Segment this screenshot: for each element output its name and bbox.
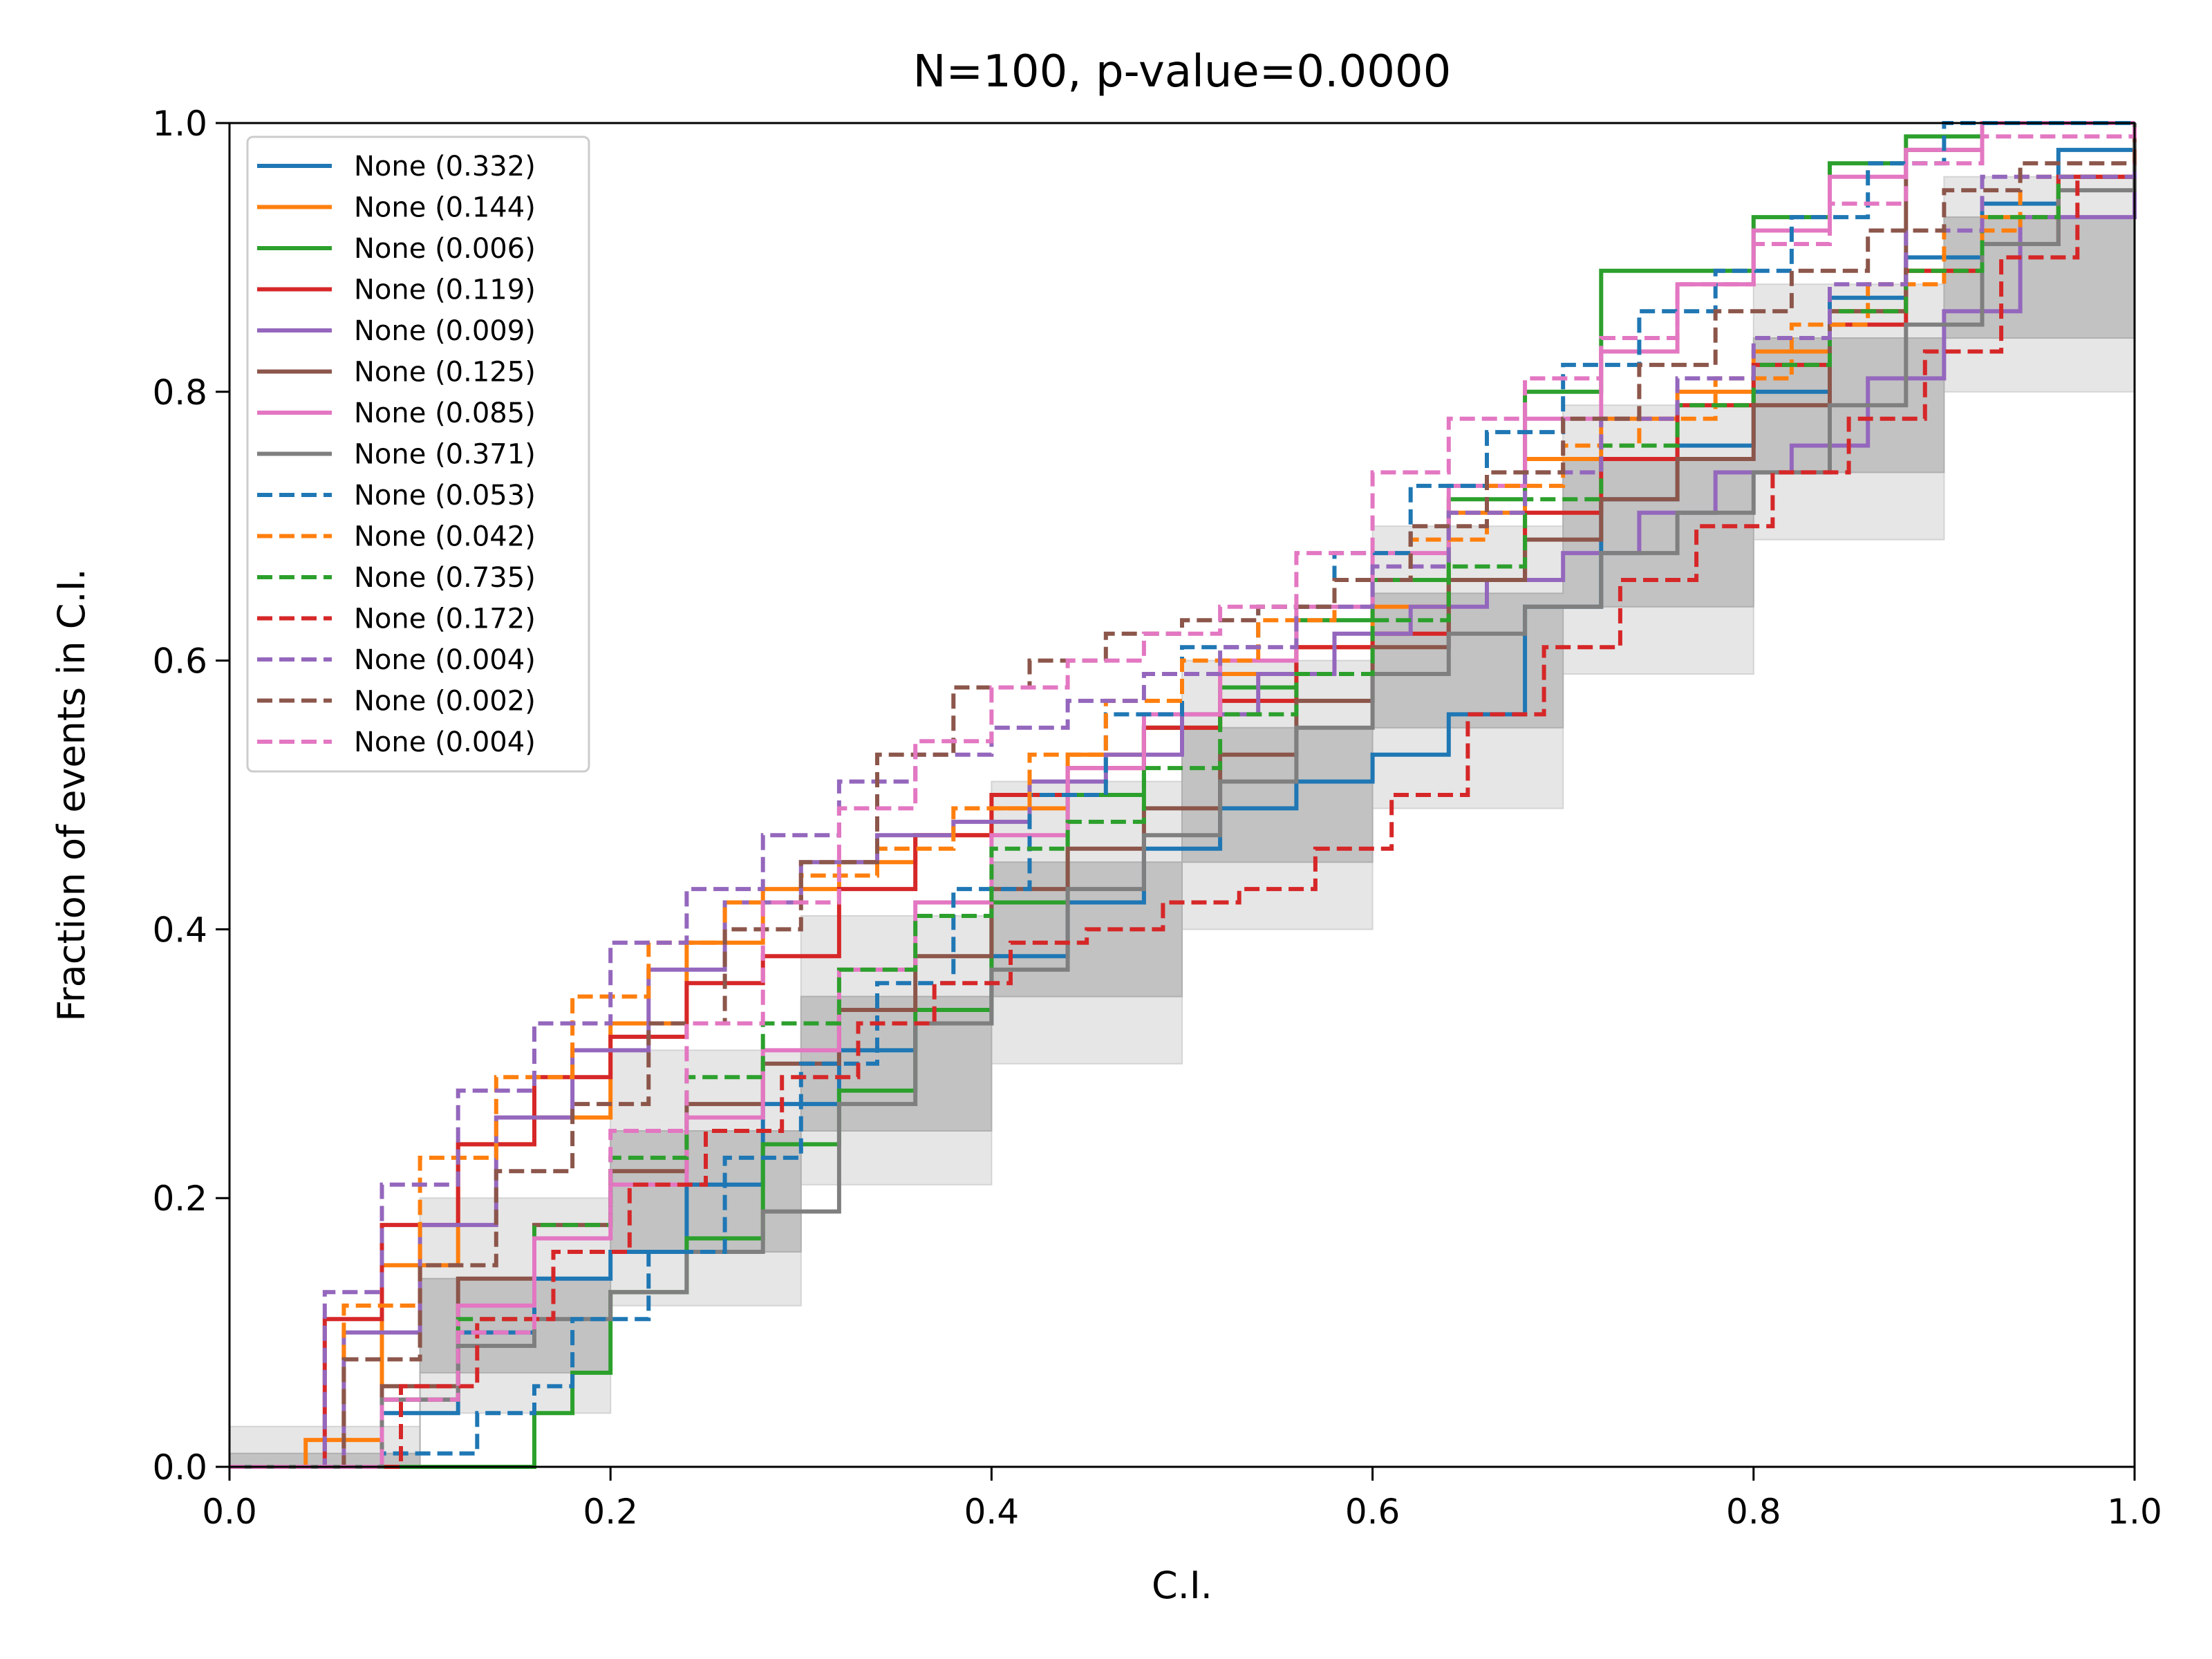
y-tick-label: 0.8	[152, 373, 207, 413]
legend-label: None (0.053)	[354, 480, 536, 512]
x-tick-label: 0.4	[964, 1492, 1020, 1532]
legend-label: None (0.004)	[354, 727, 536, 758]
x-tick-label: 0.0	[202, 1492, 257, 1532]
y-tick-label: 0.4	[152, 910, 207, 950]
legend-label: None (0.004)	[354, 644, 536, 676]
y-axis-ticks: 0.0 0.2 0.4 0.6 0.8 1.0	[152, 104, 229, 1488]
x-tick-label: 0.2	[583, 1492, 638, 1532]
legend-box	[246, 135, 590, 773]
legend-label: None (0.332)	[354, 151, 536, 182]
y-tick-label: 0.2	[152, 1179, 207, 1219]
x-tick-label: 0.8	[1726, 1492, 1781, 1532]
chart-title: N=100, p-value=0.0000	[913, 46, 1452, 97]
y-tick-label: 1.0	[152, 104, 207, 144]
x-axis-label: C.I.	[1152, 1564, 1212, 1607]
legend-label: None (0.002)	[354, 686, 536, 718]
legend-label: None (0.006)	[354, 233, 536, 265]
series-lines	[229, 121, 2137, 1469]
series-line-14	[229, 123, 2137, 1469]
legend: None (0.332) None (0.144) None (0.006) None…	[246, 135, 590, 773]
y-tick-label: 0.6	[152, 641, 207, 682]
x-axis-ticks: 0.0 0.2 0.4 0.6 0.8 1.0	[202, 1467, 2162, 1532]
series-line-13	[229, 123, 2137, 1469]
legend-label: None (0.371)	[354, 439, 536, 471]
series-line-9	[229, 121, 2135, 1469]
series-line-12	[229, 123, 2137, 1469]
series-line-10	[229, 123, 2137, 1469]
legend-label: None (0.125)	[354, 357, 536, 388]
legend-label: None (0.042)	[354, 521, 536, 553]
legend-label: None (0.144)	[354, 192, 536, 224]
legend-label: None (0.172)	[354, 603, 536, 635]
series-line-5	[229, 123, 2137, 1469]
x-tick-label: 1.0	[2107, 1492, 2162, 1532]
legend-label: None (0.119)	[354, 274, 536, 306]
legend-label: None (0.735)	[354, 562, 536, 594]
y-tick-label: 0.0	[152, 1447, 207, 1488]
legend-label: None (0.085)	[354, 397, 536, 429]
plot-frame	[228, 122, 2136, 1468]
series-line-8	[229, 123, 2137, 1469]
x-tick-label: 0.6	[1345, 1492, 1400, 1532]
y-axis-label: Fraction of events in C.I.	[50, 568, 93, 1021]
legend-label: None (0.009)	[354, 315, 536, 347]
